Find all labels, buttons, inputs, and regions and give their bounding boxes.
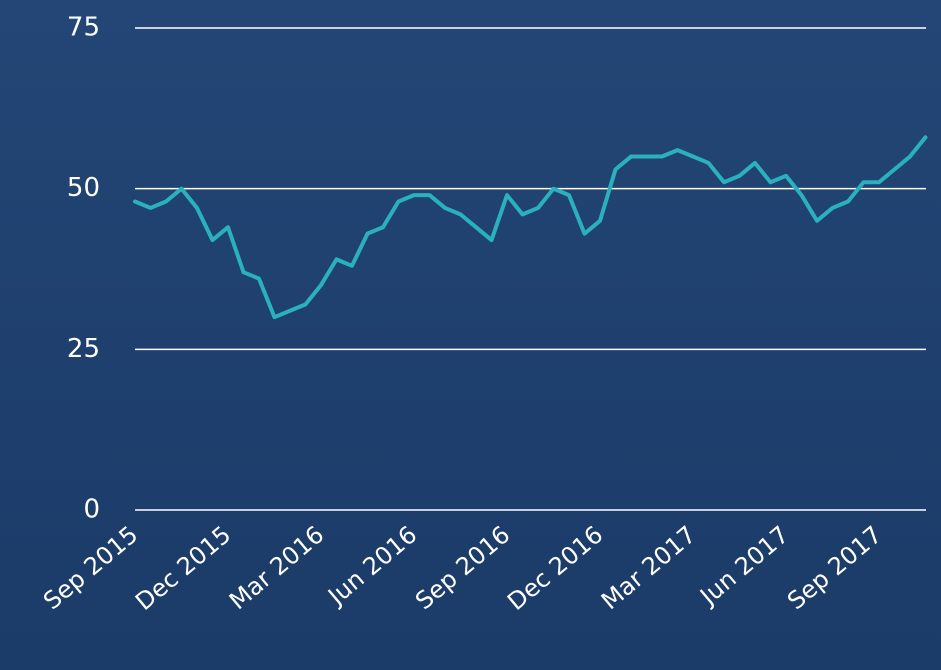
y-tick-label: 25 (67, 334, 100, 364)
y-tick-label: 50 (67, 173, 100, 203)
line (133, 135, 928, 320)
y-tick-label: 75 (67, 13, 100, 43)
y-tick-label: 0 (83, 495, 100, 525)
